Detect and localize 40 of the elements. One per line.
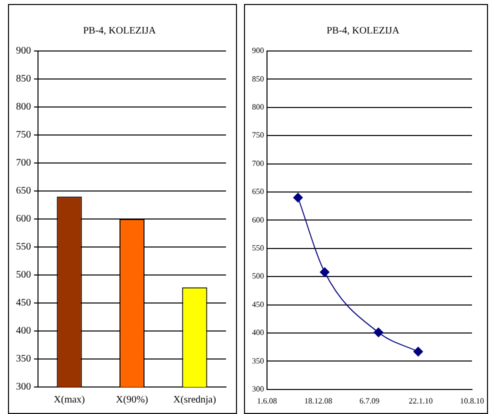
y-tick-label: 300 [252, 384, 264, 394]
y-tick-label: 550 [16, 242, 31, 253]
x-tick-label: X(srednja) [173, 394, 216, 406]
y-tick-label: 750 [252, 130, 264, 140]
y-tick-label: 800 [252, 102, 264, 112]
y-tick-label: 300 [16, 382, 31, 393]
y-tick-label: 350 [16, 354, 31, 365]
y-tick-label: 700 [252, 158, 264, 168]
point [320, 267, 330, 278]
y-tick-label: 650 [252, 187, 264, 196]
y-tick-label: 900 [16, 46, 31, 57]
y-tick-label: 500 [16, 270, 31, 281]
y-tick-label: 850 [252, 74, 264, 84]
y-tick-label: 400 [252, 328, 264, 338]
x-tick-label: X(max) [54, 394, 85, 406]
y-tick-label: 500 [252, 272, 264, 281]
x-tick-label: 6.7.09 [360, 396, 380, 406]
y-tick-label: 900 [252, 46, 264, 56]
x-tick-label: X(90%) [116, 394, 148, 406]
x-tick-label: 22.1.10 [408, 396, 433, 406]
x-tick-label: 18.12.08 [304, 396, 332, 406]
point [373, 327, 384, 338]
y-tick-label: 850 [16, 74, 31, 85]
y-tick-label: 450 [16, 298, 31, 309]
y-tick-label: 650 [16, 186, 31, 197]
y-tick-label: 800 [16, 102, 31, 113]
y-tick-label: 750 [16, 130, 31, 141]
y-tick-label: 400 [16, 326, 31, 337]
chart-title: PB-4, KOLEZIJA [326, 26, 400, 37]
y-tick-label: 600 [252, 215, 264, 224]
point [293, 192, 304, 203]
y-tick-label: 600 [16, 214, 31, 225]
point [413, 346, 424, 357]
y-tick-label: 350 [252, 356, 264, 366]
y-tick-label: 700 [16, 158, 31, 169]
y-tick-label: 550 [252, 243, 264, 252]
y-tick-label: 450 [252, 300, 264, 309]
x-tick-label: 1.6.08 [257, 396, 277, 406]
chart-title: PB-4, KOLEZIJA [83, 26, 157, 37]
x-tick-label: 10.8.10 [460, 396, 484, 406]
